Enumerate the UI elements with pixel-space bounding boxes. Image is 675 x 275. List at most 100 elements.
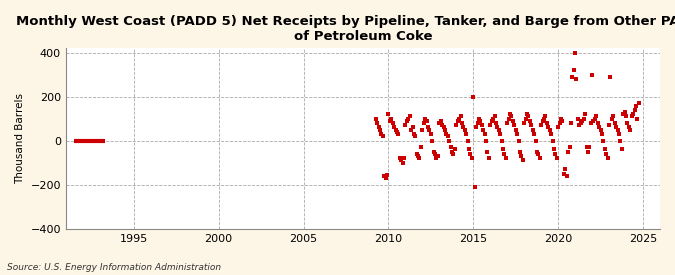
Point bbox=[624, 125, 634, 130]
Point bbox=[529, 132, 539, 136]
Point bbox=[549, 147, 560, 152]
Point bbox=[448, 152, 459, 156]
Point bbox=[465, 152, 476, 156]
Point bbox=[577, 119, 588, 123]
Point bbox=[383, 112, 394, 117]
Point bbox=[601, 152, 612, 156]
Point bbox=[541, 121, 552, 125]
Y-axis label: Thousand Barrels: Thousand Barrels bbox=[15, 93, 25, 184]
Point bbox=[486, 119, 497, 123]
Point bbox=[547, 139, 558, 143]
Point bbox=[599, 147, 610, 152]
Point bbox=[589, 117, 600, 121]
Point bbox=[518, 158, 529, 163]
Point bbox=[377, 134, 388, 139]
Point bbox=[540, 114, 551, 119]
Point bbox=[410, 134, 421, 139]
Point bbox=[393, 132, 404, 136]
Point bbox=[430, 152, 441, 156]
Point bbox=[392, 130, 402, 134]
Point bbox=[505, 112, 516, 117]
Point bbox=[632, 117, 643, 121]
Point bbox=[575, 121, 586, 125]
Point bbox=[592, 121, 603, 125]
Point bbox=[402, 119, 412, 123]
Point bbox=[500, 156, 511, 161]
Point bbox=[513, 139, 524, 143]
Point bbox=[502, 121, 512, 125]
Point bbox=[536, 123, 547, 128]
Point bbox=[469, 185, 480, 189]
Point bbox=[397, 161, 408, 165]
Point bbox=[605, 75, 616, 79]
Point bbox=[499, 152, 510, 156]
Point bbox=[615, 139, 626, 143]
Point bbox=[462, 139, 473, 143]
Point bbox=[496, 139, 507, 143]
Point bbox=[602, 156, 613, 161]
Point bbox=[533, 152, 543, 156]
Point bbox=[435, 119, 446, 123]
Point bbox=[562, 150, 573, 154]
Point bbox=[375, 128, 385, 132]
Point bbox=[630, 103, 641, 108]
Point bbox=[619, 110, 630, 114]
Point bbox=[516, 154, 526, 158]
Point bbox=[622, 121, 632, 125]
Point bbox=[456, 121, 467, 125]
Point bbox=[503, 117, 514, 121]
Point bbox=[570, 51, 580, 55]
Point bbox=[512, 132, 522, 136]
Point bbox=[470, 125, 481, 130]
Point bbox=[560, 167, 570, 172]
Point bbox=[433, 154, 443, 158]
Point bbox=[491, 121, 502, 125]
Point bbox=[482, 150, 493, 154]
Point bbox=[545, 132, 556, 136]
Point bbox=[481, 139, 491, 143]
Point bbox=[443, 139, 454, 143]
Point bbox=[539, 117, 549, 121]
Point bbox=[454, 117, 464, 121]
Point bbox=[485, 123, 495, 128]
Point bbox=[568, 68, 579, 73]
Point bbox=[524, 119, 535, 123]
Point bbox=[379, 174, 389, 178]
Point bbox=[626, 114, 637, 119]
Point bbox=[554, 121, 565, 125]
Point bbox=[587, 73, 597, 77]
Point bbox=[460, 128, 470, 132]
Point bbox=[478, 128, 489, 132]
Point bbox=[508, 119, 518, 123]
Point bbox=[506, 114, 517, 119]
Point bbox=[475, 119, 486, 123]
Point bbox=[561, 174, 572, 178]
Point bbox=[408, 132, 419, 136]
Point bbox=[583, 150, 593, 154]
Point bbox=[437, 123, 448, 128]
Point bbox=[550, 152, 561, 156]
Point bbox=[629, 108, 640, 112]
Point bbox=[412, 154, 423, 158]
Point bbox=[446, 145, 456, 150]
Point bbox=[416, 145, 427, 150]
Point bbox=[611, 125, 622, 130]
Point bbox=[389, 125, 400, 130]
Point bbox=[477, 123, 487, 128]
Point bbox=[458, 125, 469, 130]
Point bbox=[510, 128, 521, 132]
Point bbox=[466, 156, 477, 161]
Point bbox=[564, 145, 575, 150]
Point bbox=[572, 117, 583, 121]
Point bbox=[535, 156, 545, 161]
Point bbox=[424, 128, 435, 132]
Point bbox=[420, 117, 431, 121]
Point bbox=[620, 114, 631, 119]
Point bbox=[526, 123, 537, 128]
Point bbox=[523, 114, 534, 119]
Point bbox=[400, 123, 411, 128]
Point bbox=[455, 114, 466, 119]
Point bbox=[574, 123, 585, 128]
Point bbox=[591, 114, 601, 119]
Point bbox=[607, 117, 618, 121]
